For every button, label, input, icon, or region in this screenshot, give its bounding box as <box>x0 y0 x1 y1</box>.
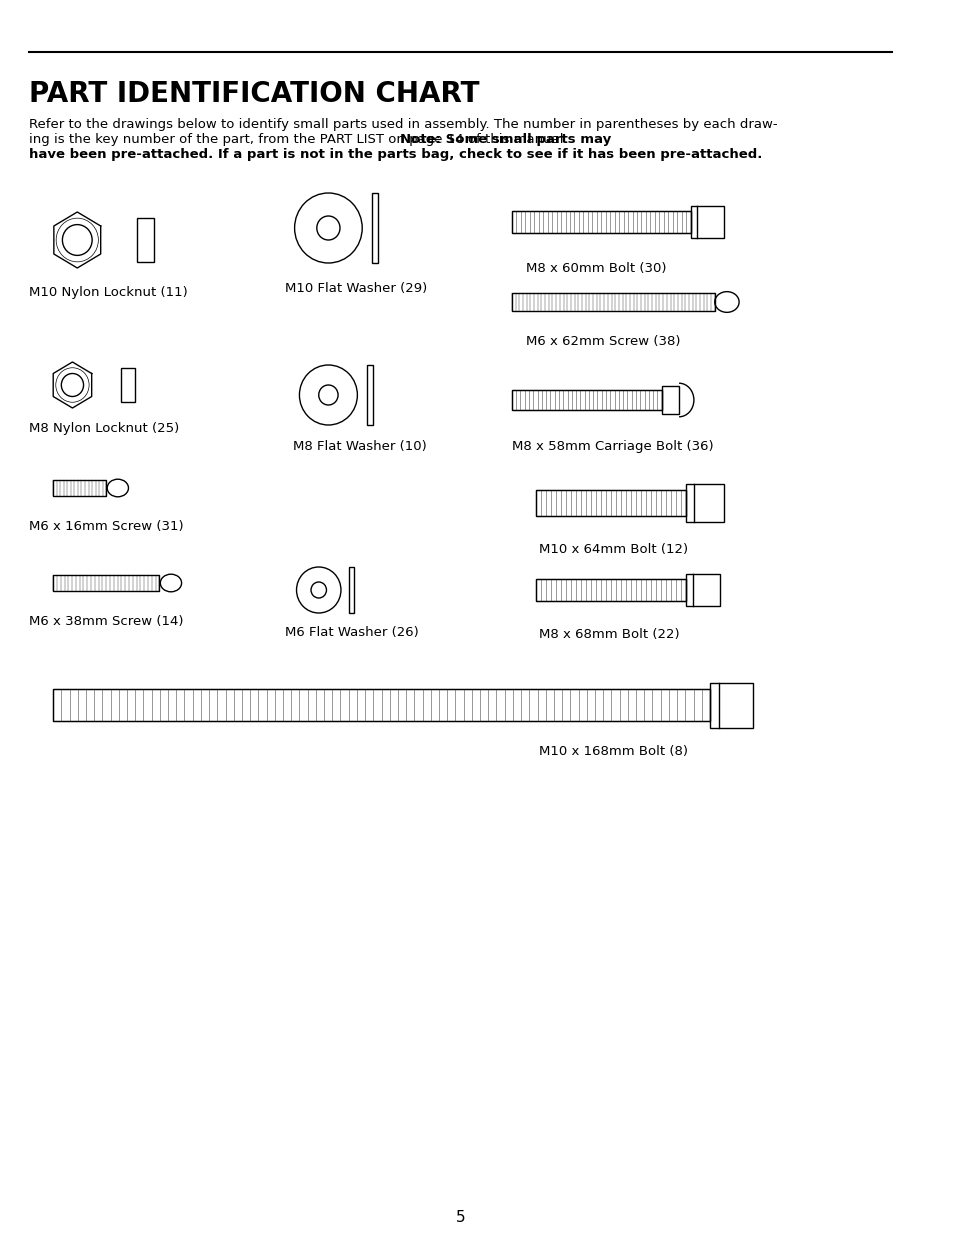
Text: have been pre-attached. If a part is not in the parts bag, check to see if it ha: have been pre-attached. If a part is not… <box>29 148 761 161</box>
Bar <box>536 579 685 601</box>
Bar <box>685 574 719 606</box>
Bar <box>121 368 134 403</box>
Bar <box>512 293 714 311</box>
Bar <box>372 193 377 263</box>
Bar <box>136 217 154 262</box>
Bar <box>685 484 723 522</box>
Bar <box>536 490 685 516</box>
Text: M10 Nylon Locknut (11): M10 Nylon Locknut (11) <box>29 287 188 299</box>
Text: Refer to the drawings below to identify small parts used in assembly. The number: Refer to the drawings below to identify … <box>29 119 777 131</box>
Text: M10 Flat Washer (29): M10 Flat Washer (29) <box>285 282 427 295</box>
Bar <box>709 683 753 727</box>
Text: M8 Nylon Locknut (25): M8 Nylon Locknut (25) <box>29 422 179 435</box>
Bar <box>536 490 685 516</box>
Text: M6 x 38mm Screw (14): M6 x 38mm Screw (14) <box>29 615 183 629</box>
Bar <box>512 211 690 233</box>
Text: Note: Some small parts may: Note: Some small parts may <box>399 133 611 146</box>
Bar <box>512 390 661 410</box>
Text: M8 x 60mm Bolt (30): M8 x 60mm Bolt (30) <box>526 262 666 275</box>
Bar <box>661 387 679 414</box>
Text: M10 x 64mm Bolt (12): M10 x 64mm Bolt (12) <box>538 543 687 556</box>
Text: M10 x 168mm Bolt (8): M10 x 168mm Bolt (8) <box>538 745 687 758</box>
Text: M8 x 68mm Bolt (22): M8 x 68mm Bolt (22) <box>538 629 679 641</box>
Bar <box>512 211 690 233</box>
Bar <box>512 293 714 311</box>
Bar <box>367 366 373 425</box>
Bar <box>53 480 106 496</box>
Bar <box>53 689 709 721</box>
Text: M6 Flat Washer (26): M6 Flat Washer (26) <box>285 626 418 638</box>
Bar <box>53 689 709 721</box>
Text: M6 x 62mm Screw (38): M6 x 62mm Screw (38) <box>526 335 680 348</box>
Bar <box>349 567 354 613</box>
Text: PART IDENTIFICATION CHART: PART IDENTIFICATION CHART <box>29 80 479 107</box>
Text: M6 x 16mm Screw (31): M6 x 16mm Screw (31) <box>29 520 183 534</box>
Text: ing is the key number of the part, from the PART LIST on page 14 of this manual.: ing is the key number of the part, from … <box>29 133 571 146</box>
Bar <box>512 390 661 410</box>
Bar <box>53 480 106 496</box>
Bar <box>53 576 159 592</box>
Text: M8 Flat Washer (10): M8 Flat Washer (10) <box>293 440 426 453</box>
Text: 5: 5 <box>456 1210 465 1225</box>
Bar <box>53 576 159 592</box>
Text: M8 x 58mm Carriage Bolt (36): M8 x 58mm Carriage Bolt (36) <box>512 440 713 453</box>
Bar <box>690 206 723 238</box>
Bar <box>536 579 685 601</box>
